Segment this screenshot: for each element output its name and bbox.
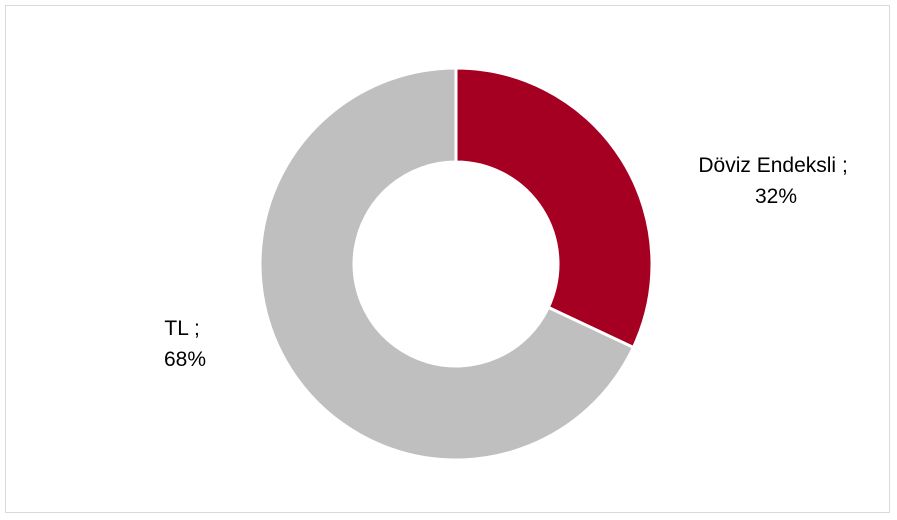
slice-label-doviz-endeksli-separator: ; [836,154,848,177]
slice-label-doviz-endeksli-name: Döviz Endeksli [698,154,836,177]
slice-label-doviz-endeksli-value: 32% [755,185,797,208]
slices-layer [258,66,654,462]
labels-layer: Döviz Endeksli ; 32% TL ; 68% [164,154,853,371]
slice-label-doviz-endeksli: Döviz Endeksli ; 32% [698,154,853,208]
slice-label-tl-separator: ; [188,317,200,340]
slice-label-tl-name: TL [164,317,188,340]
slice-label-tl: TL ; 68% [164,317,206,371]
slice-label-tl-value: 68% [164,348,206,371]
slice-doviz-endeksli [454,66,654,350]
slice-tl [258,66,636,462]
